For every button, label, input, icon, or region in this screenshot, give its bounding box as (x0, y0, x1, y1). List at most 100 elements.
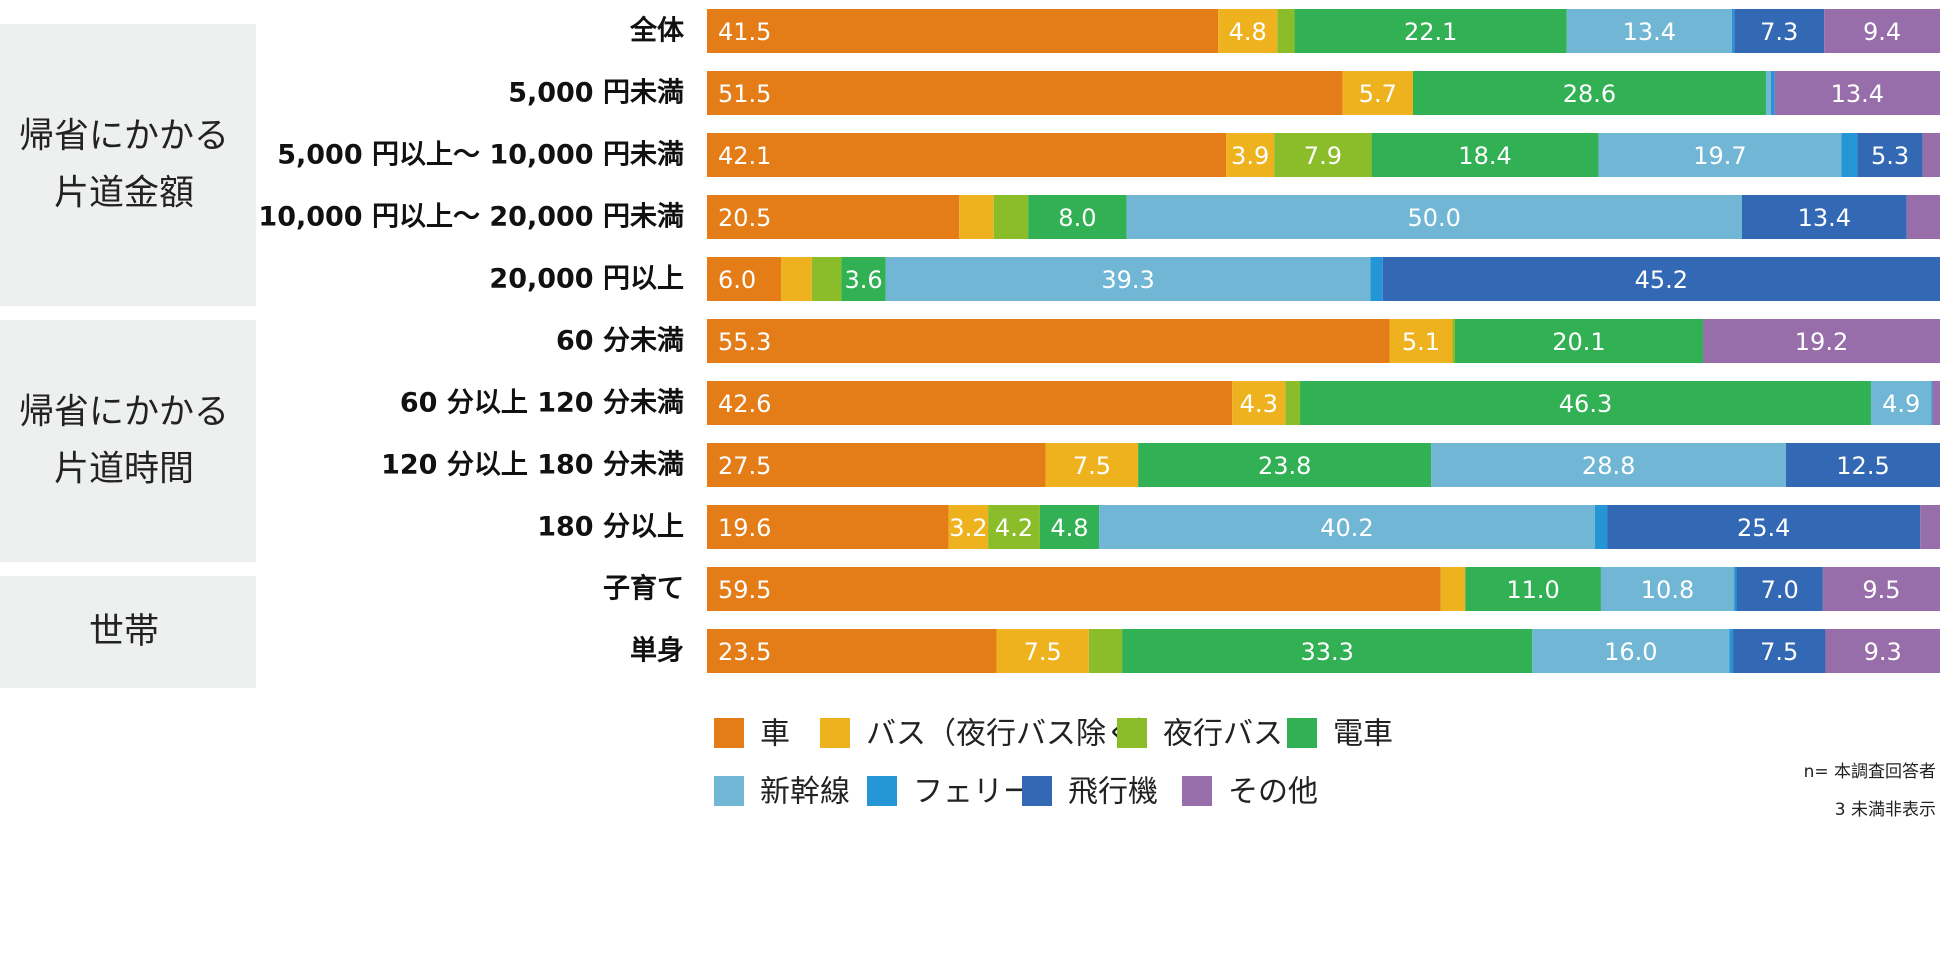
data-label: 6.0 (718, 266, 756, 294)
group-label-box (0, 24, 256, 306)
bar-segment (1731, 9, 1735, 53)
data-label: 7.5 (1073, 452, 1111, 480)
chart-note: 3 未満非表示 (1835, 800, 1936, 820)
data-label: 4.9 (1882, 390, 1920, 418)
data-label: 51.5 (718, 80, 771, 108)
bar-segment (707, 381, 1233, 425)
bar-segment (811, 257, 842, 301)
data-label: 22.1 (1404, 18, 1457, 46)
legend-swatch (820, 718, 850, 748)
data-label: 13.4 (1798, 204, 1851, 232)
bar-segment (841, 257, 886, 301)
bar-segment (1277, 9, 1295, 53)
bar-segment (707, 319, 1390, 363)
bar-segment (1382, 257, 1940, 301)
bar-segment (1598, 133, 1842, 177)
bar-segment (1370, 257, 1383, 301)
category-label: 60 分以上 120 分未満 (400, 388, 684, 419)
data-label: 7.5 (1024, 638, 1062, 666)
data-label: 50.0 (1408, 204, 1461, 232)
legend-label: 新幹線 (760, 775, 850, 810)
bar-segment (1733, 629, 1826, 673)
bar-segment (1770, 71, 1775, 115)
data-label: 3.6 (845, 266, 883, 294)
legend-swatch (714, 776, 744, 806)
data-label: 28.8 (1582, 452, 1635, 480)
group-label-box (0, 320, 256, 562)
group-label: 片道金額 (54, 174, 194, 214)
bar-segment (1454, 319, 1704, 363)
bar-segment (1920, 505, 1940, 549)
data-label: 33.3 (1300, 638, 1353, 666)
data-label: 46.3 (1559, 390, 1612, 418)
legend-swatch (714, 718, 744, 748)
data-label: 7.3 (1760, 18, 1798, 46)
legend-swatch (1117, 718, 1147, 748)
bar-segment (1294, 9, 1567, 53)
bar-segment (959, 195, 994, 239)
data-label: 5.7 (1359, 80, 1397, 108)
legend-swatch (1182, 776, 1212, 806)
bar-segment (707, 257, 781, 301)
bar-segment (1232, 381, 1286, 425)
legend-label: バス（夜行バス除く） (866, 717, 1166, 752)
bar-segment (1600, 567, 1735, 611)
data-label: 4.8 (1229, 18, 1267, 46)
bar-segment (1371, 133, 1599, 177)
category-label: 5,000 円以上～ 10,000 円未満 (277, 140, 684, 171)
bar-segment (1607, 505, 1921, 549)
bar-segment (1389, 319, 1453, 363)
bar-segment (1218, 9, 1278, 53)
bar-segment (1300, 381, 1871, 425)
legend-label: フェリー (913, 775, 1033, 810)
data-label: 13.4 (1623, 18, 1676, 46)
bar-segment (1774, 71, 1940, 115)
data-label: 9.5 (1862, 576, 1900, 604)
data-label: 16.0 (1604, 638, 1657, 666)
data-label: 20.1 (1552, 328, 1605, 356)
bar-segment (1039, 505, 1100, 549)
bar-segment (948, 505, 989, 549)
data-label: 41.5 (718, 18, 771, 46)
bar-segment (707, 443, 1046, 487)
bar-segment (885, 257, 1371, 301)
bar-segment (1931, 381, 1933, 425)
bar-segment (1741, 195, 1907, 239)
bar-segment (1594, 505, 1608, 549)
data-label: 23.5 (718, 638, 771, 666)
bar-segment (1786, 443, 1940, 487)
data-label: 27.5 (718, 452, 771, 480)
bar-segment (1734, 9, 1825, 53)
data-label: 11.0 (1506, 576, 1559, 604)
bar-segment (1138, 443, 1432, 487)
data-label: 5.3 (1871, 142, 1909, 170)
chart-note: n= 本調査回答者 (1804, 762, 1936, 782)
data-label: 59.5 (718, 576, 771, 604)
bar-segment (1226, 133, 1275, 177)
bar-segment (1126, 195, 1742, 239)
category-label: 10,000 円以上～ 20,000 円未満 (258, 202, 684, 233)
data-label: 39.3 (1101, 266, 1154, 294)
bar-segment (1045, 443, 1139, 487)
bar-segment (1342, 71, 1413, 115)
legend-swatch (867, 776, 897, 806)
bar-segment (707, 9, 1219, 53)
bar-segment (1440, 567, 1466, 611)
bar-segment (1285, 381, 1301, 425)
data-label: 3.2 (949, 514, 987, 542)
bar-segment (993, 195, 1029, 239)
data-label: 13.4 (1831, 80, 1884, 108)
bar-segment (1122, 629, 1533, 673)
bar-segment (1532, 629, 1730, 673)
data-label: 3.9 (1231, 142, 1269, 170)
category-label: 120 分以上 180 分未満 (381, 450, 684, 481)
bar-segment (1841, 133, 1858, 177)
bar-segment (1566, 9, 1732, 53)
data-label: 19.2 (1795, 328, 1848, 356)
bar-segment (1932, 381, 1940, 425)
data-label: 12.5 (1836, 452, 1889, 480)
data-label: 55.3 (718, 328, 771, 356)
bar-segment (1431, 443, 1787, 487)
category-label: 180 分以上 (537, 512, 684, 543)
